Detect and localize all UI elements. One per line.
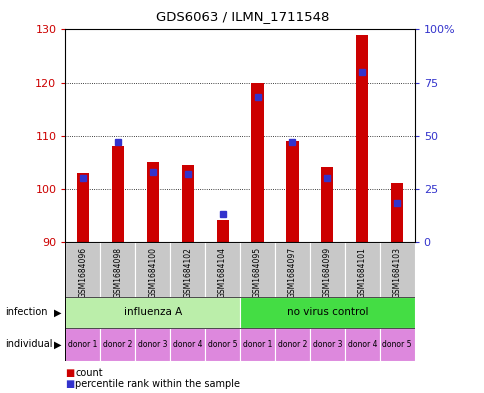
Text: percentile rank within the sample: percentile rank within the sample: [75, 379, 240, 389]
Text: donor 1: donor 1: [68, 340, 97, 349]
Bar: [379, 328, 414, 361]
Bar: [205, 242, 240, 297]
Text: GDS6063 / ILMN_1711548: GDS6063 / ILMN_1711548: [155, 10, 329, 23]
Bar: [251, 83, 263, 242]
Bar: [111, 146, 124, 242]
Bar: [344, 242, 379, 297]
Bar: [240, 297, 414, 328]
Text: donor 5: donor 5: [208, 340, 237, 349]
Bar: [309, 242, 344, 297]
Bar: [274, 328, 309, 361]
Bar: [216, 220, 228, 242]
Text: ▶: ▶: [54, 307, 61, 318]
Bar: [100, 242, 135, 297]
Bar: [240, 242, 274, 297]
Bar: [76, 173, 89, 242]
Text: donor 1: donor 1: [242, 340, 272, 349]
Text: GSM1684101: GSM1684101: [357, 247, 366, 298]
Bar: [135, 328, 170, 361]
Bar: [170, 328, 205, 361]
Text: GSM1684100: GSM1684100: [148, 247, 157, 298]
Bar: [65, 242, 100, 297]
Bar: [240, 328, 274, 361]
Text: individual: individual: [5, 340, 52, 349]
Bar: [65, 297, 240, 328]
Text: GSM1684096: GSM1684096: [78, 247, 87, 298]
Text: infection: infection: [5, 307, 47, 318]
Text: donor 2: donor 2: [277, 340, 306, 349]
Bar: [100, 328, 135, 361]
Text: ■: ■: [65, 368, 75, 378]
Bar: [146, 162, 159, 242]
Text: donor 4: donor 4: [347, 340, 376, 349]
Text: no virus control: no virus control: [286, 307, 367, 318]
Bar: [320, 167, 333, 242]
Text: influenza A: influenza A: [123, 307, 182, 318]
Bar: [135, 242, 170, 297]
Text: GSM1684098: GSM1684098: [113, 247, 122, 298]
Text: ■: ■: [65, 379, 75, 389]
Text: count: count: [75, 368, 103, 378]
Text: GSM1684104: GSM1684104: [218, 247, 227, 298]
Text: GSM1684097: GSM1684097: [287, 247, 296, 298]
Bar: [65, 328, 100, 361]
Bar: [181, 165, 194, 242]
Text: GSM1684099: GSM1684099: [322, 247, 331, 298]
Bar: [390, 183, 403, 242]
Text: donor 3: donor 3: [312, 340, 341, 349]
Text: donor 3: donor 3: [138, 340, 167, 349]
Text: GSM1684095: GSM1684095: [253, 247, 261, 298]
Text: GSM1684103: GSM1684103: [392, 247, 401, 298]
Bar: [205, 328, 240, 361]
Text: donor 4: donor 4: [173, 340, 202, 349]
Bar: [286, 141, 298, 242]
Text: donor 2: donor 2: [103, 340, 132, 349]
Text: GSM1684102: GSM1684102: [183, 247, 192, 298]
Bar: [344, 328, 379, 361]
Text: ▶: ▶: [54, 340, 61, 349]
Bar: [309, 328, 344, 361]
Bar: [170, 242, 205, 297]
Bar: [355, 35, 368, 242]
Bar: [274, 242, 309, 297]
Text: donor 5: donor 5: [382, 340, 411, 349]
Bar: [379, 242, 414, 297]
